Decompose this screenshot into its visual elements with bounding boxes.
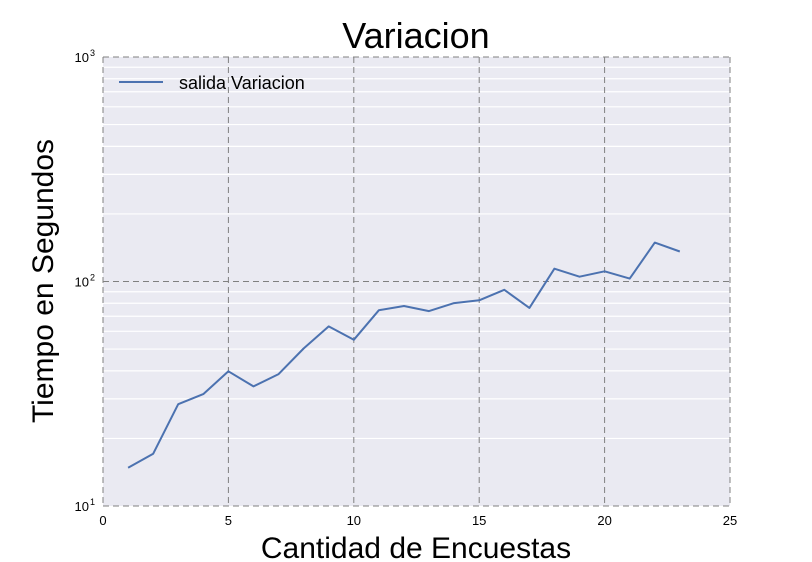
legend-label-salida-variacion: salida Variacion	[179, 73, 305, 93]
x-axis-ticks: 0 5 10 15 20 25	[99, 513, 737, 528]
x-tick-label: 20	[597, 513, 611, 528]
major-grid	[102, 56, 731, 507]
x-tick-label: 0	[99, 513, 106, 528]
chart-title: Variacion	[342, 15, 489, 56]
x-tick-label: 10	[347, 513, 361, 528]
y-tick-label: 10 3	[75, 48, 95, 65]
series-layer	[127, 241, 681, 469]
y-tick-exponent: 3	[90, 48, 95, 58]
y-tick-base: 10	[75, 50, 89, 65]
legend: salida Variacion	[119, 73, 305, 93]
y-axis-label: Tiempo en Segundos	[27, 139, 60, 423]
y-tick-exponent: 1	[90, 497, 95, 507]
minor-grid	[103, 66, 730, 440]
y-tick-base: 10	[75, 275, 89, 290]
y-tick-exponent: 2	[90, 273, 95, 283]
y-tick-label: 10 2	[75, 273, 95, 290]
y-tick-base: 10	[75, 499, 89, 514]
x-tick-label: 15	[472, 513, 486, 528]
x-tick-label: 5	[225, 513, 232, 528]
y-tick-label: 10 1	[75, 497, 95, 514]
x-axis-label: Cantidad de Encuestas	[261, 532, 571, 562]
x-tick-label: 25	[723, 513, 737, 528]
